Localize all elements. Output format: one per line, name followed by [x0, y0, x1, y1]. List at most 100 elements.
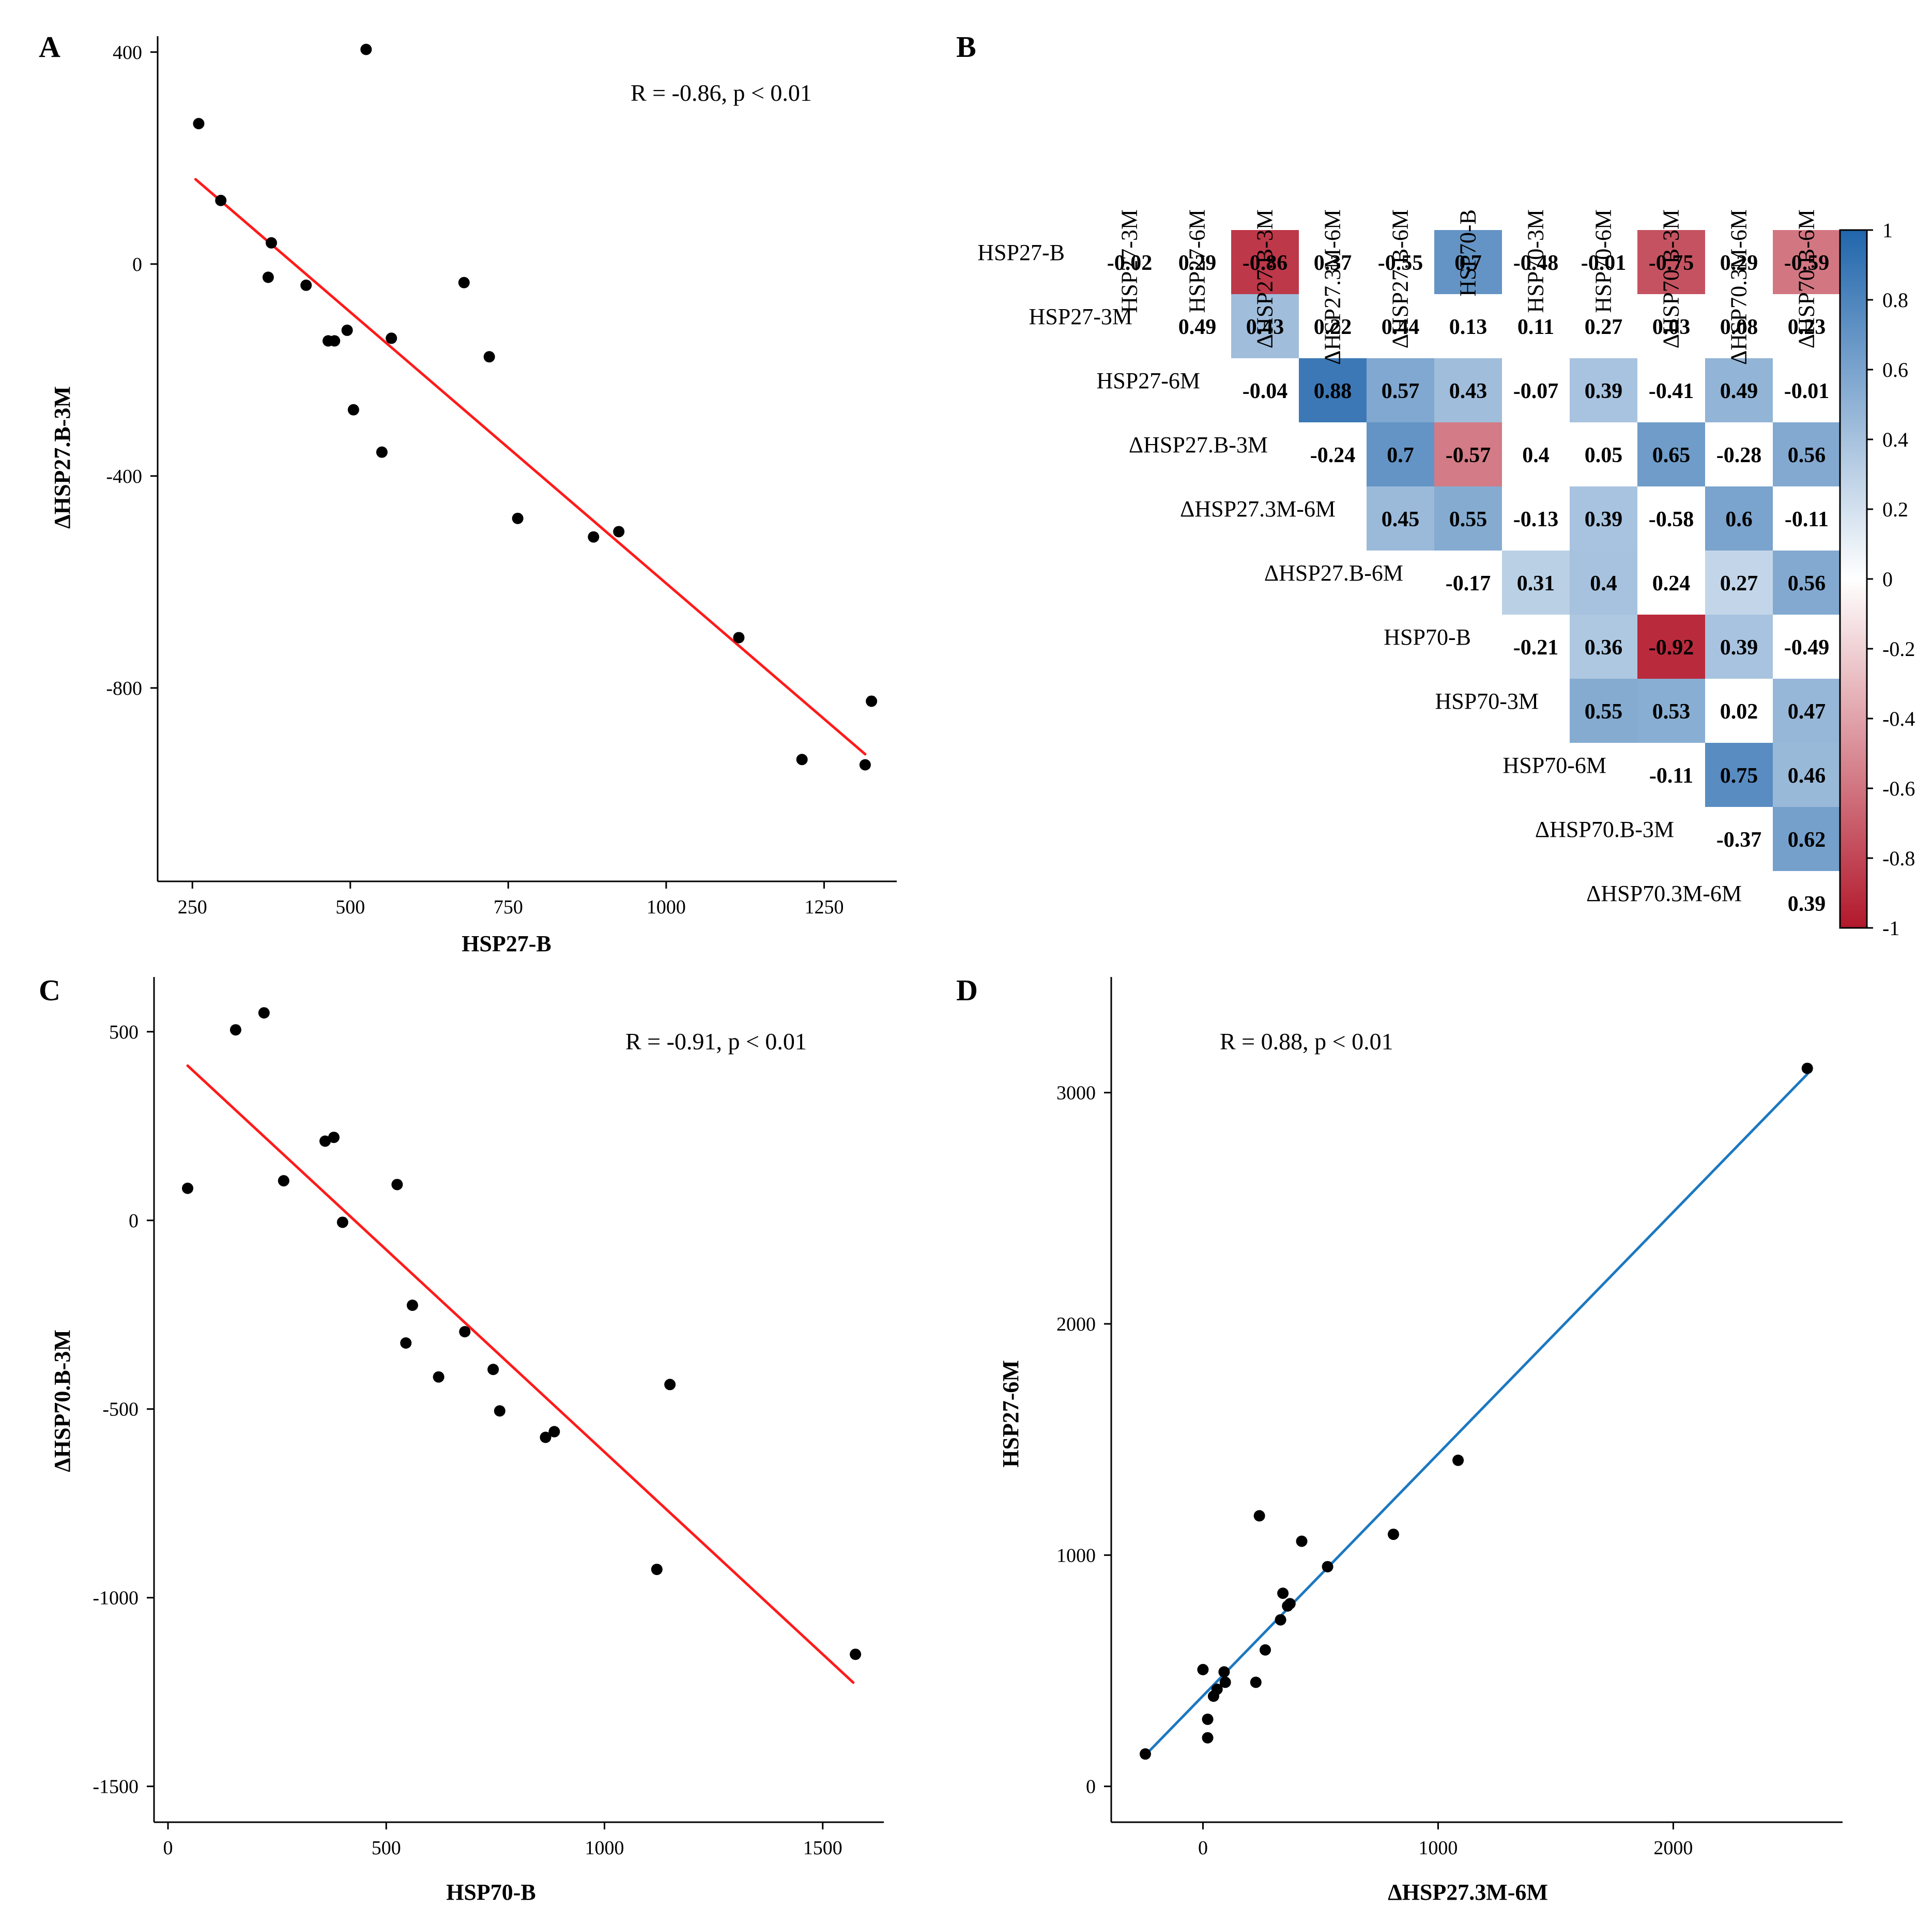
- data-point: [459, 1326, 471, 1338]
- data-point: [1202, 1713, 1214, 1725]
- heatmap-value: -0.92: [1649, 636, 1694, 660]
- data-point: [400, 1337, 412, 1349]
- heatmap-value: 0.39: [1585, 508, 1623, 531]
- heatmap-value: 0.36: [1585, 636, 1623, 660]
- heatmap-cell: [1570, 615, 1637, 679]
- panel-label-c: C: [39, 973, 60, 1007]
- heatmap-cell: [1705, 486, 1773, 551]
- data-point: [328, 1132, 340, 1143]
- data-point: [733, 632, 745, 644]
- data-point: [1218, 1666, 1230, 1678]
- heatmap-row-label: HSP27-B: [977, 240, 1065, 265]
- heatmap-cell: [1773, 230, 1841, 294]
- heatmap-row-label: ΔHSP27.3M-6M: [1180, 496, 1336, 522]
- data-point: [613, 526, 625, 538]
- heatmap-row-label: HSP27-3M: [1029, 304, 1133, 329]
- data-point: [360, 43, 372, 55]
- heatmap-value: 0.22: [1314, 315, 1352, 339]
- panel-c: C R = -0.91, p < 0.01 HSP70-B ΔHSP70.B-3…: [39, 973, 884, 1905]
- heatmap-cell: [1773, 551, 1841, 615]
- colorbar-gradient: [1839, 229, 1868, 929]
- colorbar-tick-label: 0: [1882, 568, 1893, 591]
- heatmap-value: 0.56: [1788, 444, 1826, 467]
- correlation-annotation-d: R = 0.88, p < 0.01: [1220, 1028, 1393, 1055]
- heatmap-cell: [1637, 679, 1705, 743]
- data-point: [1202, 1732, 1214, 1744]
- x-tick-label: 2000: [1653, 1837, 1693, 1859]
- heatmap-cell: [1773, 807, 1841, 871]
- regression-line-d: [1144, 1073, 1809, 1757]
- data-point: [1253, 1510, 1265, 1522]
- panel-label-d: D: [956, 973, 978, 1007]
- x-axis-label-c: HSP70-B: [446, 1880, 536, 1905]
- data-point: [458, 277, 470, 288]
- heatmap-cell: [1637, 615, 1705, 679]
- heatmap-column-label: HSP70-B: [1455, 209, 1481, 297]
- heatmap-cell: [1570, 551, 1637, 615]
- data-point: [319, 1135, 331, 1147]
- heatmap-value: -0.24: [1310, 444, 1356, 467]
- heatmap-value: 0.24: [1652, 572, 1691, 596]
- heatmap-value: 0.39: [1788, 892, 1826, 916]
- data-point: [540, 1431, 551, 1443]
- y-tick-label: -1000: [93, 1588, 139, 1609]
- heatmap-column-label: ΔHSP70.3M-6M: [1726, 209, 1752, 365]
- heatmap-row-label: ΔHSP70.B-3M: [1535, 817, 1674, 842]
- heatmap-value: 0.6: [1725, 508, 1753, 531]
- heatmap-value: -0.86: [1243, 251, 1288, 275]
- panel-label-a: A: [39, 30, 60, 64]
- data-point: [1284, 1598, 1296, 1610]
- x-tick-label: 1000: [647, 896, 686, 918]
- y-tick-label: 400: [113, 42, 142, 64]
- heatmap-row-label: HSP27-6M: [1097, 368, 1201, 393]
- heatmap-row-label: HSP70-6M: [1503, 753, 1607, 778]
- y-axis-label-d: HSP27-6M: [998, 1360, 1023, 1468]
- heatmap-row-label: ΔHSP70.3M-6M: [1586, 881, 1742, 906]
- colorbar-tick-label: 0.6: [1882, 358, 1908, 381]
- heatmap-cell: [1231, 230, 1299, 294]
- x-axis-label-d: ΔHSP27.3M-6M: [1388, 1880, 1548, 1905]
- heatmap-value: 0.27: [1585, 315, 1623, 339]
- data-point: [266, 237, 277, 249]
- heatmap-value: -0.55: [1378, 251, 1423, 275]
- data-point: [483, 351, 495, 363]
- panel-a: A R = -0.86, p < 0.01 HSP27-B ΔHSP27.B-3…: [39, 30, 897, 956]
- data-point: [796, 754, 808, 766]
- heatmap-value: 0.46: [1788, 764, 1826, 788]
- x-tick-label: 0: [1198, 1837, 1208, 1859]
- heatmap-column-label: HSP27-6M: [1185, 209, 1210, 313]
- heatmap-value: 0.03: [1652, 315, 1691, 339]
- heatmap-cell: [1637, 230, 1705, 294]
- heatmap-value: 0.05: [1585, 444, 1623, 467]
- heatmap-column-label: ΔHSP27.B-6M: [1388, 209, 1413, 348]
- data-point: [1260, 1644, 1271, 1656]
- heatmap-value: 0.13: [1449, 315, 1488, 339]
- heatmap-row-label: HSP70-B: [1384, 624, 1471, 650]
- data-point: [215, 194, 227, 206]
- heatmap-value: -0.17: [1446, 572, 1491, 596]
- heatmap-value: -0.13: [1513, 508, 1559, 531]
- colorbar-tick-label: -0.8: [1882, 847, 1915, 870]
- data-point: [347, 404, 359, 416]
- data-point: [1197, 1663, 1209, 1675]
- data-point: [1277, 1588, 1289, 1599]
- data-point: [193, 118, 205, 130]
- heatmap-value: 0.7: [1454, 251, 1482, 275]
- data-point: [487, 1364, 499, 1376]
- data-point: [341, 324, 353, 336]
- heatmap-value: 0.49: [1178, 315, 1217, 339]
- heatmap-cell: [1434, 358, 1502, 422]
- heatmap-value: -0.48: [1513, 251, 1559, 275]
- heatmap-value: -0.02: [1107, 251, 1153, 275]
- heatmap-value: 0.7: [1387, 444, 1414, 467]
- y-tick-label: -500: [102, 1399, 139, 1421]
- x-tick-label: 0: [163, 1837, 173, 1859]
- heatmap-column-label: ΔHSP27.3M-6M: [1320, 209, 1345, 365]
- y-tick-label: -800: [106, 678, 142, 699]
- x-tick-label: 1250: [804, 896, 844, 918]
- heatmap-value: 0.27: [1720, 572, 1758, 596]
- heatmap-cell: [1570, 358, 1637, 422]
- heatmap-cell: [1434, 486, 1502, 551]
- regression-line-a: [194, 178, 867, 756]
